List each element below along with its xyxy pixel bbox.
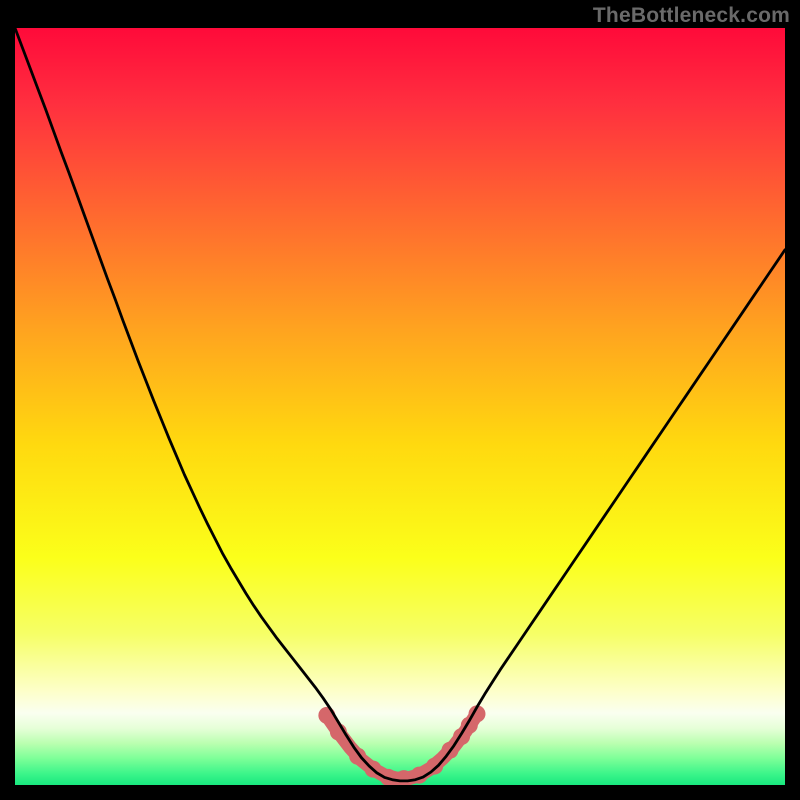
- gradient-background: [15, 28, 785, 785]
- chart-svg: [0, 0, 800, 800]
- chart-stage: TheBottleneck.com: [0, 0, 800, 800]
- highlight-dot: [395, 770, 412, 787]
